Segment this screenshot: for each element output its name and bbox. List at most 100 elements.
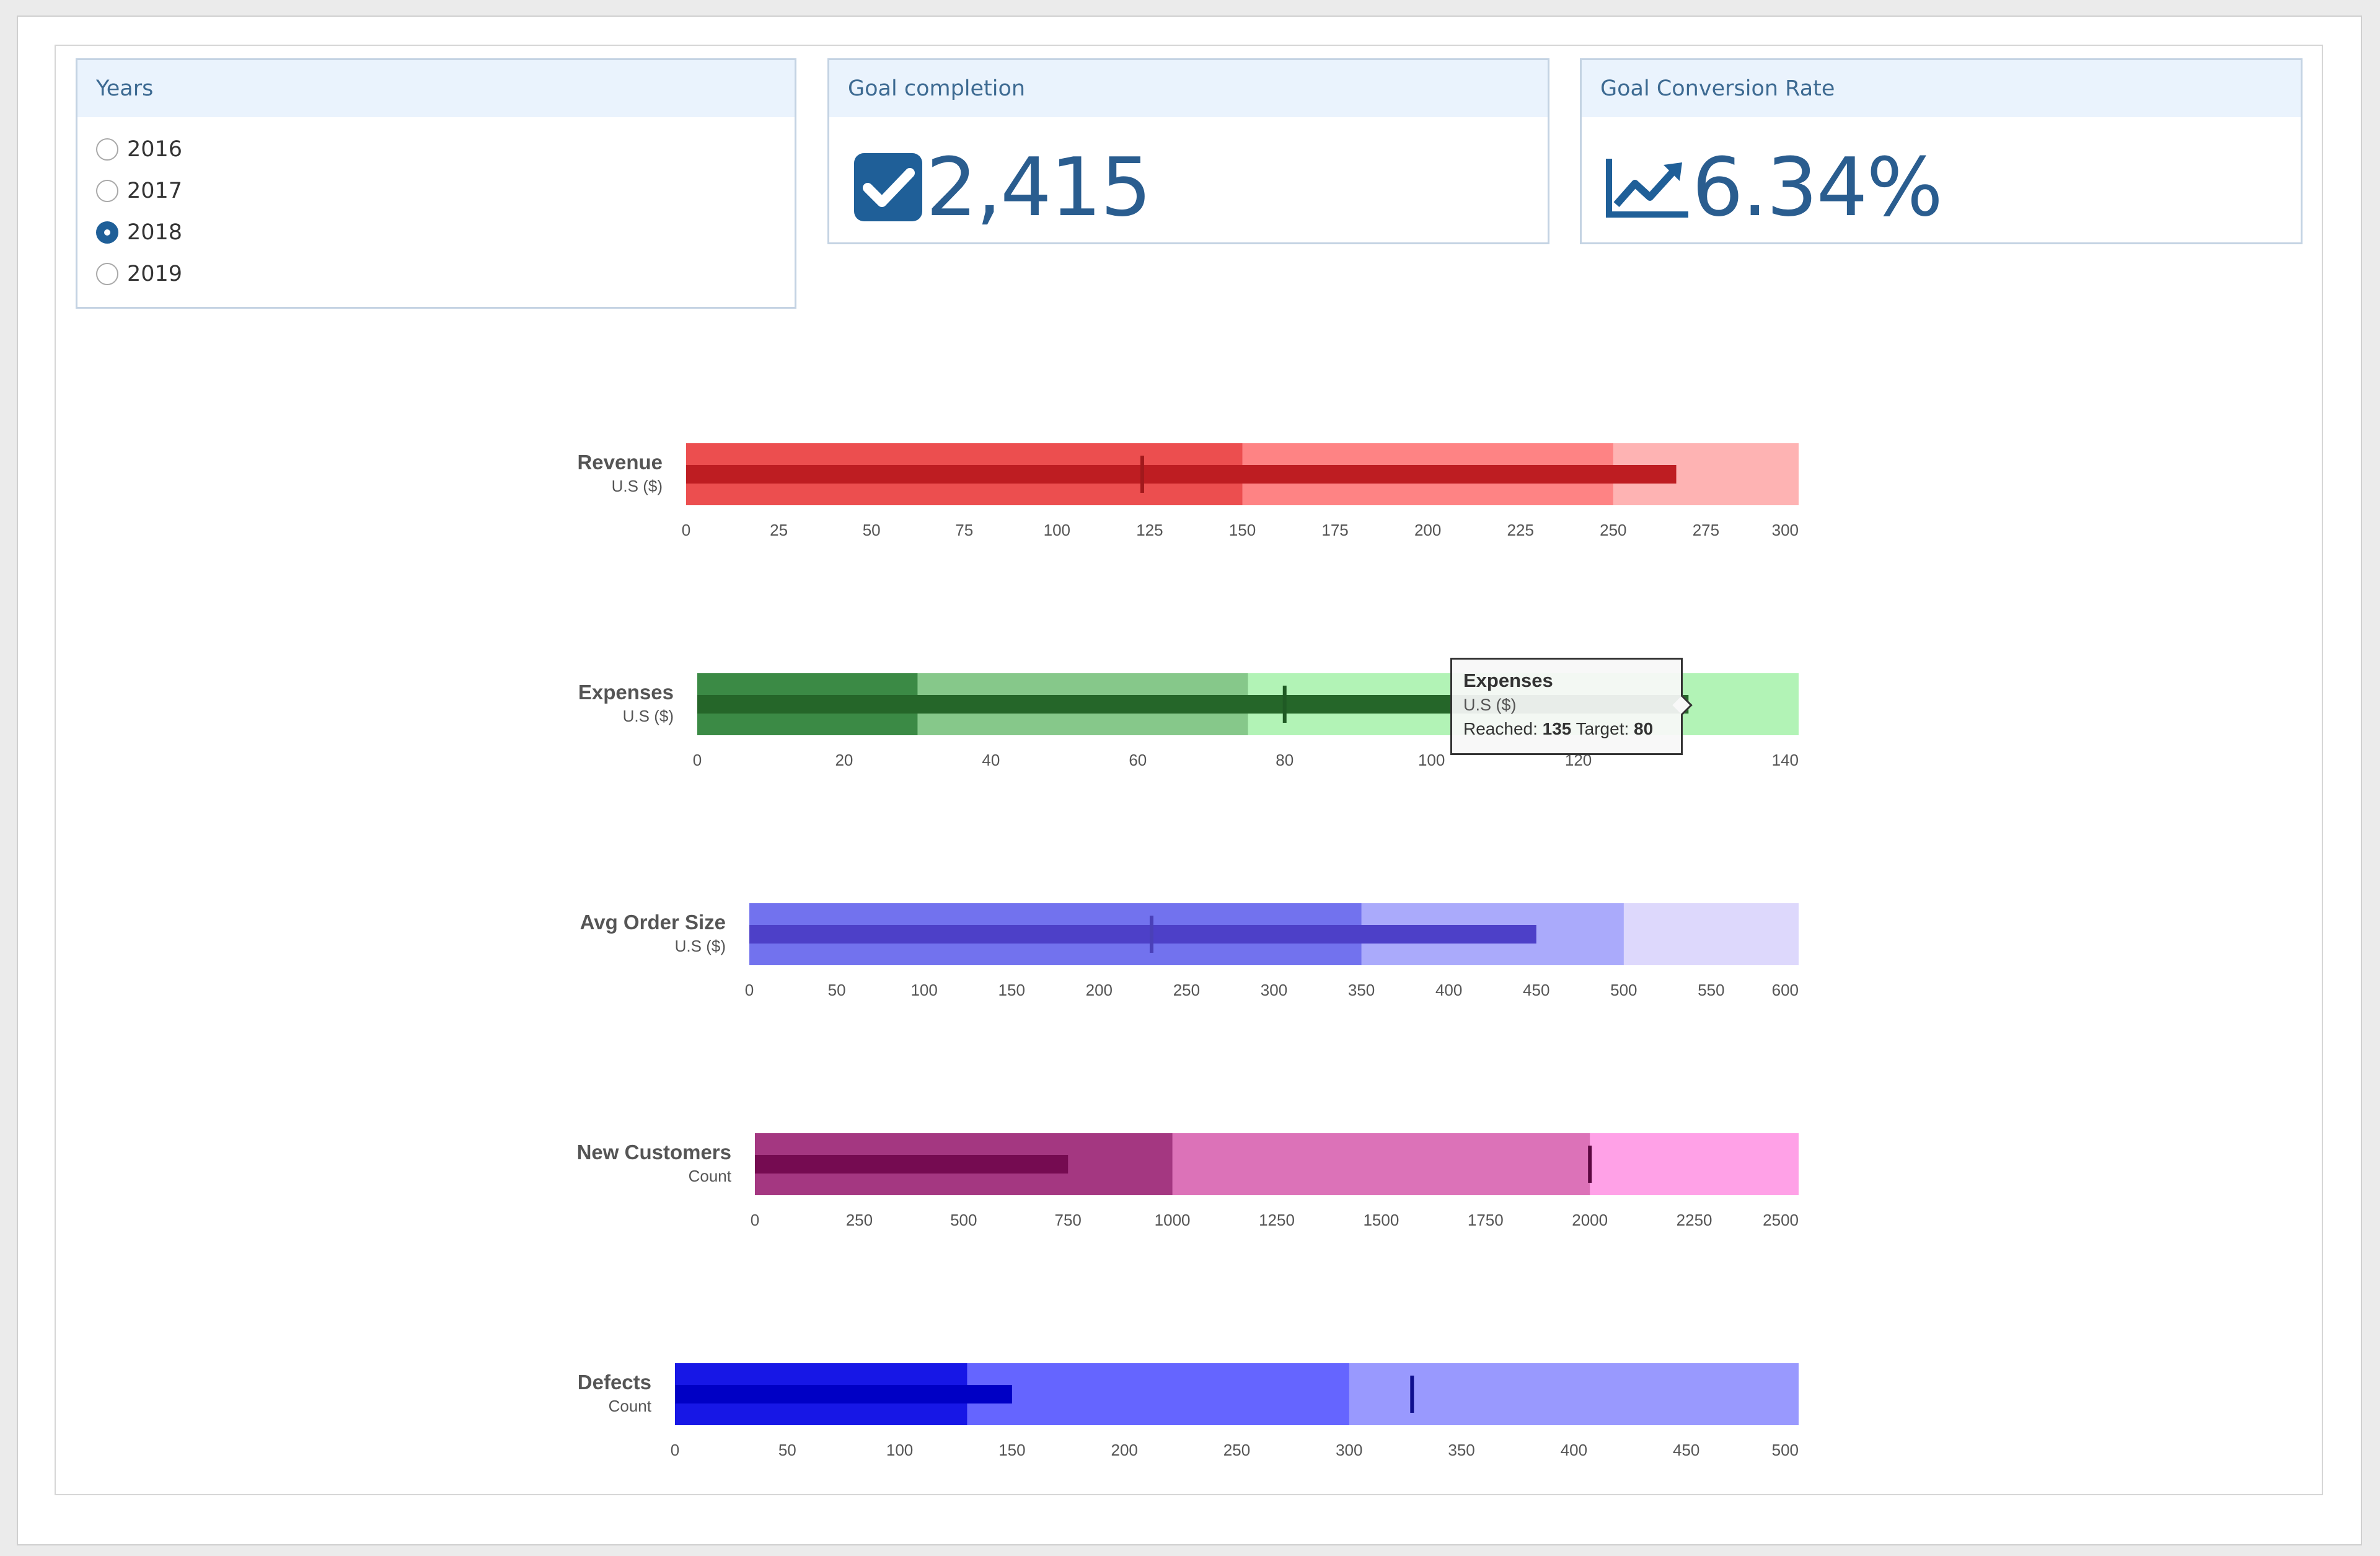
tooltip-reached-value: 135 (1542, 719, 1572, 738)
bullet-target-marker (1140, 456, 1144, 493)
axis-tick-label: 300 (1261, 981, 1287, 999)
year-option-2017[interactable]: 2017 (96, 175, 182, 207)
axis-tick-label: 140 (1772, 751, 1799, 769)
axis-tick-label: 250 (1173, 981, 1200, 999)
axis-tick-label: 150 (998, 1441, 1025, 1459)
line-chart-up-icon (1606, 159, 1688, 218)
axis-tick-label: 175 (1321, 521, 1348, 539)
bullet-title: Defects (578, 1371, 651, 1394)
bullet-value-bar (675, 1385, 1012, 1403)
axis-tick-label: 350 (1448, 1441, 1474, 1459)
goal-conversion-value: 6.34% (1692, 140, 1943, 234)
year-option-label: 2018 (127, 220, 183, 245)
goal-completion-title: Goal completion (829, 60, 1548, 117)
goal-completion-panel: Goal completion 2,415 (827, 58, 1549, 244)
years-filter-panel: Years 2016 2017 2018 2019 (76, 58, 796, 309)
bullet-subtitle: U.S ($) (612, 477, 663, 495)
chart-tooltip: Expenses U.S ($) Reached: 135 Target: 80 (1450, 658, 1683, 755)
axis-tick-label: 550 (1698, 981, 1724, 999)
axis-tick-label: 350 (1348, 981, 1375, 999)
axis-tick-label: 275 (1693, 521, 1719, 539)
bullet-target-marker (1149, 916, 1153, 953)
axis-tick-label: 100 (886, 1441, 913, 1459)
axis-tick-label: 250 (1600, 521, 1626, 539)
axis-tick-label: 0 (693, 751, 702, 769)
axis-tick-label: 1000 (1155, 1211, 1191, 1229)
bullet-target-marker (1588, 1146, 1592, 1183)
axis-tick-label: 0 (682, 521, 690, 539)
axis-tick-label: 80 (1276, 751, 1294, 769)
axis-tick-label: 250 (1223, 1441, 1250, 1459)
axis-tick-label: 2500 (1763, 1211, 1799, 1229)
axis-tick-label: 300 (1336, 1441, 1362, 1459)
bullet-title: New Customers (577, 1141, 731, 1164)
axis-tick-label: 200 (1111, 1441, 1138, 1459)
axis-tick-label: 225 (1507, 521, 1534, 539)
axis-tick-label: 100 (1044, 521, 1070, 539)
axis-tick-label: 75 (955, 521, 973, 539)
axis-tick-label: 400 (1435, 981, 1462, 999)
radio-unchecked-icon[interactable] (96, 263, 118, 285)
axis-tick-label: 400 (1561, 1441, 1587, 1459)
axis-tick-label: 500 (1610, 981, 1637, 999)
bullet-target-marker (1282, 686, 1287, 723)
tooltip-reached-label: Reached: (1463, 719, 1538, 738)
bullet-title: Expenses (578, 681, 674, 704)
bullet-subtitle: U.S ($) (675, 937, 726, 955)
axis-tick-label: 250 (846, 1211, 873, 1229)
axis-tick-label: 750 (1055, 1211, 1082, 1229)
axis-tick-label: 150 (998, 981, 1025, 999)
axis-tick-label: 0 (745, 981, 754, 999)
axis-tick-label: 50 (863, 521, 881, 539)
year-option-2016[interactable]: 2016 (96, 133, 182, 166)
bullet-target-marker (1410, 1376, 1414, 1413)
axis-tick-label: 50 (828, 981, 846, 999)
bullet-subtitle: U.S ($) (623, 707, 674, 725)
tooltip-subtitle: U.S ($) (1463, 696, 1517, 714)
tooltip-values: Reached: 135 Target: 80 (1463, 719, 1653, 739)
goal-conversion-kpi: 6.34% (1605, 140, 1943, 234)
axis-tick-label: 500 (950, 1211, 977, 1229)
year-option-label: 2017 (127, 179, 183, 203)
axis-tick-label: 2250 (1677, 1211, 1712, 1229)
years-filter-title: Years (77, 60, 795, 117)
radio-checked-icon[interactable] (96, 221, 118, 244)
goal-completion-value: 2,415 (926, 140, 1152, 234)
goal-completion-kpi: 2,415 (853, 140, 1152, 234)
axis-tick-label: 450 (1673, 1441, 1699, 1459)
bullet-value-bar (686, 465, 1677, 484)
axis-tick-label: 2000 (1572, 1211, 1608, 1229)
year-option-2018[interactable]: 2018 (96, 216, 182, 249)
axis-tick-label: 40 (982, 751, 1000, 769)
axis-tick-label: 450 (1523, 981, 1549, 999)
year-option-label: 2019 (127, 262, 183, 286)
axis-tick-label: 100 (1418, 751, 1445, 769)
checkbox-checked-icon (854, 153, 922, 221)
axis-tick-label: 100 (910, 981, 937, 999)
axis-tick-label: 600 (1772, 981, 1799, 999)
bullet-title: Avg Order Size (580, 911, 726, 934)
bullet-title: Revenue (577, 451, 663, 474)
axis-tick-label: 150 (1229, 521, 1256, 539)
axis-tick-label: 25 (770, 521, 788, 539)
axis-tick-label: 125 (1136, 521, 1163, 539)
goal-conversion-title: Goal Conversion Rate (1582, 60, 2301, 117)
tooltip-title: Expenses (1463, 670, 1553, 691)
axis-tick-label: 50 (778, 1441, 796, 1459)
radio-unchecked-icon[interactable] (96, 180, 118, 202)
axis-tick-label: 0 (671, 1441, 679, 1459)
axis-tick-label: 300 (1772, 521, 1799, 539)
radio-unchecked-icon[interactable] (96, 138, 118, 161)
bullet-subtitle: Count (609, 1397, 652, 1415)
axis-tick-label: 1500 (1363, 1211, 1399, 1229)
axis-tick-label: 0 (751, 1211, 759, 1229)
goal-conversion-panel: Goal Conversion Rate 6.34% (1580, 58, 2303, 244)
axis-tick-label: 20 (835, 751, 853, 769)
bullet-value-bar (755, 1155, 1069, 1174)
year-option-label: 2016 (127, 137, 183, 162)
bullet-subtitle: Count (689, 1167, 732, 1185)
axis-tick-label: 200 (1414, 521, 1441, 539)
axis-tick-label: 500 (1772, 1441, 1799, 1459)
year-option-2019[interactable]: 2019 (96, 258, 182, 290)
